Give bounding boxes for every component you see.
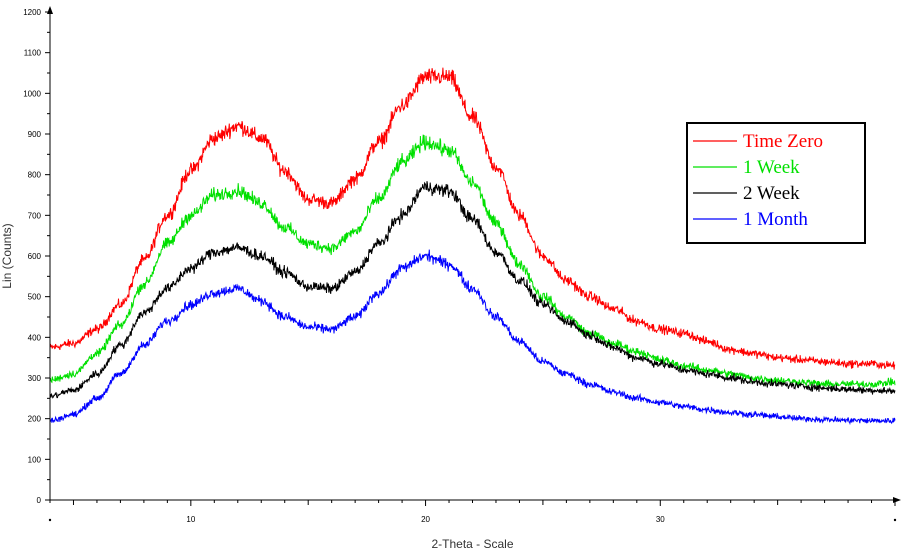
y-tick-label: 300 [28,374,42,383]
x-axis-ticks: 10 20 30 [48,500,897,524]
y-axis-arrow [47,6,53,14]
y-axis-title: Lin (Counts) [0,223,14,288]
y-tick-label: 800 [28,171,42,180]
y-tick-label: 1200 [23,8,41,17]
x-axis-title: 2-Theta - Scale [431,537,513,551]
y-tick-label: 200 [28,415,42,424]
series-line-3 [49,249,896,426]
legend: Time Zero 1 Week 2 Week 1 Month [686,122,866,244]
series-layer [49,67,896,426]
y-tick-label: 500 [28,293,42,302]
y-tick-label: 1000 [23,89,41,98]
x-end-marker [48,518,52,522]
series-line-1 [49,134,896,389]
y-tick-label: 900 [28,130,42,139]
x-tick-label: 30 [656,515,665,524]
y-axis-ticks: 0 100 200 300 400 500 600 700 800 900 1000 1100 1200 [23,8,50,505]
x-axis-arrow [893,497,901,503]
series-line-0 [49,67,896,370]
x-tick-label: 20 [421,515,430,524]
y-tick-label: 1100 [24,49,42,58]
legend-label-2: 2 Week [743,183,800,204]
series-line-2 [50,181,896,399]
y-tick-label: 0 [37,496,42,505]
y-tick-label: 400 [28,333,42,342]
legend-label-3: 1 Month [743,209,808,230]
legend-box [686,122,866,244]
legend-label-0: Time Zero [743,131,823,152]
y-tick-label: 100 [28,455,42,464]
y-tick-label: 600 [28,252,42,261]
x-tick-label: 10 [186,515,195,524]
legend-label-1: 1 Week [743,157,800,178]
x-end-marker [893,518,897,522]
y-tick-label: 700 [28,211,42,220]
